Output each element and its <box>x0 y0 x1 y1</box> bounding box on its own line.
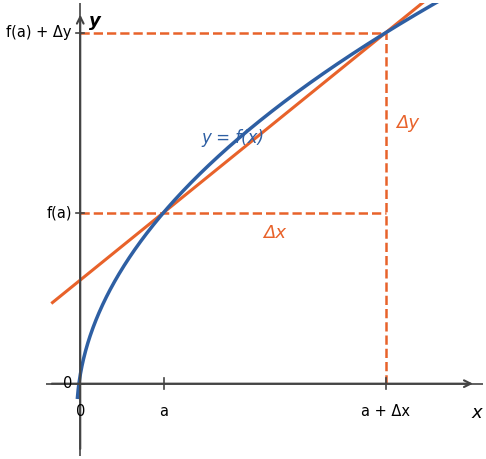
Text: a: a <box>159 403 168 419</box>
Text: x: x <box>472 403 483 422</box>
Text: a + Δx: a + Δx <box>361 403 410 419</box>
Text: 0: 0 <box>63 376 72 391</box>
Text: y = f(x): y = f(x) <box>202 129 265 147</box>
Text: 0: 0 <box>75 403 85 419</box>
Text: f(a): f(a) <box>47 205 72 220</box>
Text: f(a) + Δy: f(a) + Δy <box>6 25 72 40</box>
Text: Δx: Δx <box>263 224 286 241</box>
Text: Δy: Δy <box>396 114 419 132</box>
Text: y: y <box>88 12 100 30</box>
